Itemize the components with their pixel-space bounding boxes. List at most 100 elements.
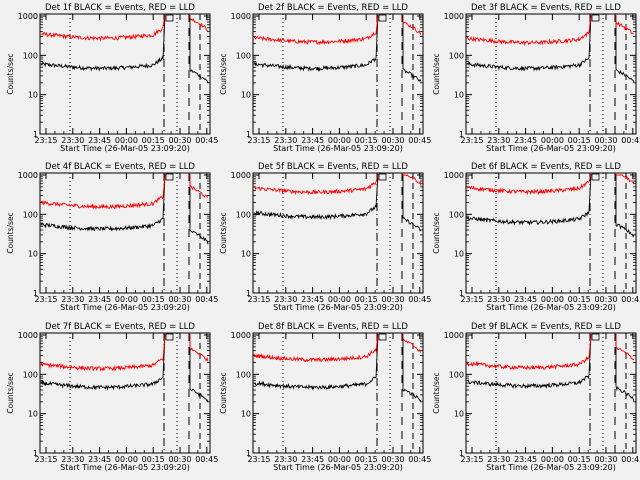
x-axis-label: Start Time (26-Mar-05 23:09:20) bbox=[60, 303, 190, 312]
y-tick-label: 100 bbox=[236, 51, 251, 60]
x-axis-label: Start Time (26-Mar-05 23:09:20) bbox=[60, 463, 190, 472]
panel-title: Det 1f BLACK = Events, RED = LLD bbox=[45, 3, 195, 13]
series-events-trace-tail bbox=[402, 15, 422, 82]
y-tick-label: 1 bbox=[246, 289, 251, 298]
x-tick-label: 00:15 bbox=[142, 295, 165, 304]
series-lld-trace-tail bbox=[189, 334, 209, 362]
series-events-trace-tail bbox=[402, 334, 422, 402]
x-tick-label: 00:00 bbox=[541, 136, 564, 145]
y-axis-label: Counts/sec bbox=[432, 53, 441, 94]
series-lld-trace-tail bbox=[402, 334, 422, 353]
x-tick-label: 23:15 bbox=[34, 136, 57, 145]
y-tick-label: 1 bbox=[459, 289, 464, 298]
x-axis-label: Start Time (26-Mar-05 23:09:20) bbox=[60, 144, 190, 153]
x-tick-label: 23:30 bbox=[61, 295, 84, 304]
y-tick-label: 1 bbox=[246, 130, 251, 139]
y-tick-label: 10 bbox=[241, 410, 251, 419]
series-events-trace bbox=[40, 333, 166, 391]
y-axis-label: Counts/sec bbox=[432, 212, 441, 253]
x-axis-label: Start Time (26-Mar-05 23:09:20) bbox=[486, 463, 616, 472]
y-tick-label: 1 bbox=[459, 130, 464, 139]
x-tick-label: 23:15 bbox=[247, 136, 270, 145]
panel-title: Det 4f BLACK = Events, RED = LLD bbox=[45, 162, 195, 172]
x-tick-label: 00:00 bbox=[328, 455, 351, 464]
panel-title: Det 9f BLACK = Events, RED = LLD bbox=[471, 322, 621, 332]
plot-frame bbox=[465, 332, 637, 454]
y-tick-label: 1000 bbox=[18, 12, 38, 21]
series-events-trace bbox=[466, 333, 592, 389]
x-tick-label: 00:45 bbox=[195, 136, 218, 145]
x-tick-label: 00:30 bbox=[381, 136, 404, 145]
plot-frame bbox=[39, 172, 211, 294]
x-tick-label: 00:00 bbox=[328, 136, 351, 145]
panel-det-2: Det 2f BLACK = Events, RED = LLD 1 10 100 10… bbox=[219, 3, 431, 153]
series-lld-trace-tail bbox=[402, 15, 422, 36]
attenuator-marker bbox=[378, 14, 387, 22]
x-tick-label: 00:00 bbox=[328, 295, 351, 304]
x-tick-label: 23:15 bbox=[34, 295, 57, 304]
y-tick-label: 10 bbox=[454, 91, 464, 100]
x-tick-label: 23:15 bbox=[247, 295, 270, 304]
series-lld-trace-tail bbox=[615, 174, 635, 184]
y-tick-label: 100 bbox=[449, 210, 464, 219]
x-tick-label: 23:30 bbox=[487, 136, 510, 145]
series-events-trace-tail bbox=[402, 174, 422, 232]
y-axis-label: Counts/sec bbox=[219, 212, 228, 253]
panel-title: Det 3f BLACK = Events, RED = LLD bbox=[471, 3, 621, 13]
x-axis-label: Start Time (26-Mar-05 23:09:20) bbox=[273, 303, 403, 312]
x-axis-label: Start Time (26-Mar-05 23:09:20) bbox=[273, 144, 403, 153]
plot-frame bbox=[465, 172, 637, 294]
series-events-trace-tail bbox=[189, 334, 209, 402]
y-axis-label: Counts/sec bbox=[6, 372, 15, 413]
y-tick-label: 1 bbox=[459, 449, 464, 458]
x-tick-label: 23:45 bbox=[514, 136, 537, 145]
y-tick-label: 1 bbox=[246, 449, 251, 458]
x-tick-label: 00:45 bbox=[195, 295, 218, 304]
series-lld-trace-tail bbox=[615, 334, 635, 361]
x-tick-label: 00:15 bbox=[355, 136, 378, 145]
y-tick-label: 100 bbox=[23, 210, 38, 219]
plot-frame bbox=[252, 172, 424, 294]
series-events-trace-tail bbox=[615, 174, 635, 238]
x-tick-label: 23:30 bbox=[487, 455, 510, 464]
series-lld-trace-tail bbox=[189, 15, 209, 32]
attenuator-marker bbox=[165, 333, 174, 341]
y-tick-label: 10 bbox=[454, 250, 464, 259]
panel-det-5: Det 5f BLACK = Events, RED = LLD 1 10 100 10… bbox=[219, 162, 431, 312]
x-tick-label: 00:00 bbox=[115, 455, 138, 464]
series-lld-trace bbox=[254, 14, 379, 46]
series-events-trace-tail bbox=[615, 15, 635, 83]
x-tick-label: 00:00 bbox=[541, 455, 564, 464]
series-events-trace-tail bbox=[615, 334, 635, 402]
y-axis-label: Counts/sec bbox=[6, 212, 15, 253]
plot-frame bbox=[252, 332, 424, 454]
series-events-trace bbox=[40, 173, 166, 232]
series-events-trace bbox=[40, 14, 166, 72]
y-tick-label: 10 bbox=[28, 250, 38, 259]
x-tick-label: 00:00 bbox=[115, 136, 138, 145]
attenuator-marker bbox=[591, 14, 600, 22]
x-axis-label: Start Time (26-Mar-05 23:09:20) bbox=[486, 303, 616, 312]
y-axis-label: Counts/sec bbox=[219, 372, 228, 413]
series-events-trace bbox=[253, 173, 379, 221]
y-tick-label: 100 bbox=[23, 51, 38, 60]
x-tick-label: 23:45 bbox=[514, 295, 537, 304]
x-tick-label: 00:30 bbox=[381, 295, 404, 304]
y-tick-label: 100 bbox=[23, 370, 38, 379]
y-tick-label: 10 bbox=[28, 91, 38, 100]
attenuator-marker bbox=[165, 14, 174, 22]
x-tick-label: 00:30 bbox=[381, 455, 404, 464]
y-tick-label: 1000 bbox=[18, 171, 38, 180]
panel-det-7: Det 7f BLACK = Events, RED = LLD 1 10 100 10… bbox=[6, 322, 218, 472]
panel-title: Det 5f BLACK = Events, RED = LLD bbox=[258, 162, 408, 172]
y-tick-label: 100 bbox=[236, 210, 251, 219]
x-tick-label: 23:45 bbox=[514, 455, 537, 464]
x-tick-label: 23:45 bbox=[88, 295, 111, 304]
x-tick-label: 00:15 bbox=[142, 136, 165, 145]
x-tick-label: 23:15 bbox=[34, 455, 57, 464]
y-tick-label: 1 bbox=[33, 449, 38, 458]
plot-frame bbox=[252, 13, 424, 135]
attenuator-marker bbox=[378, 333, 387, 341]
x-tick-label: 23:30 bbox=[274, 295, 297, 304]
x-tick-label: 23:45 bbox=[301, 295, 324, 304]
